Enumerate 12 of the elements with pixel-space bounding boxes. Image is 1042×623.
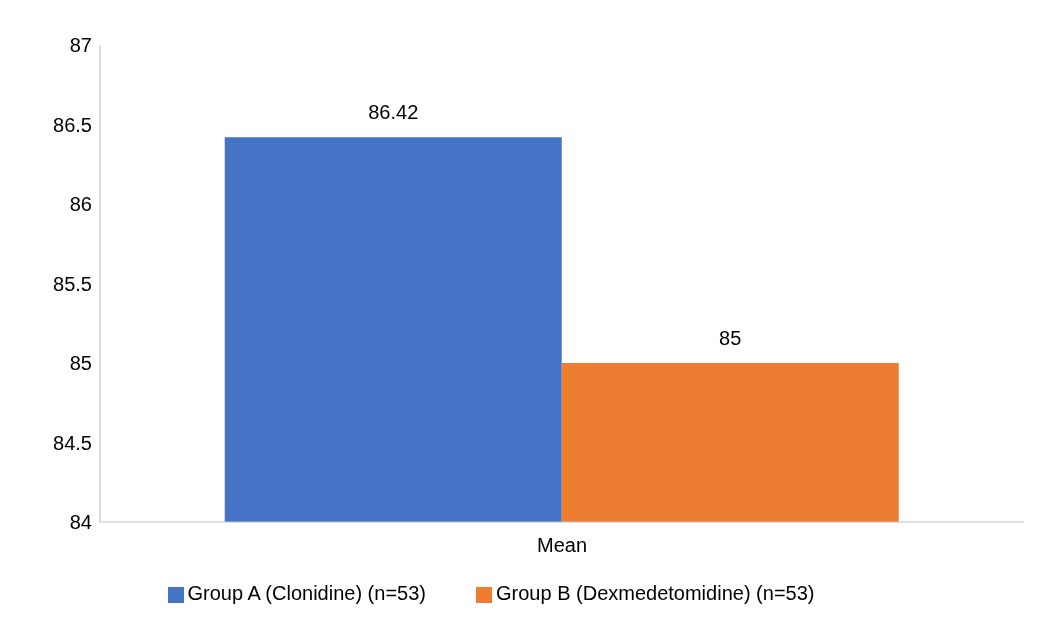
y-tick-label: 85.5 xyxy=(53,272,92,295)
y-tick-label: 84.5 xyxy=(53,431,92,454)
y-tick-label: 87 xyxy=(69,34,92,57)
data-label: 86.42 xyxy=(368,101,419,124)
legend-label: Group B (Dexmedetomidine) (n=53) xyxy=(495,582,815,604)
y-tick-label: 86.5 xyxy=(53,113,92,136)
y-tick-label: 85 xyxy=(69,352,92,375)
legend-label: Group A (Clonidine) (n=53) xyxy=(187,582,426,604)
data-label: 85 xyxy=(719,327,742,349)
x-tick-label: Mean xyxy=(536,534,588,557)
y-tick-label: 84 xyxy=(69,511,92,534)
y-tick-label: 86 xyxy=(69,193,92,216)
